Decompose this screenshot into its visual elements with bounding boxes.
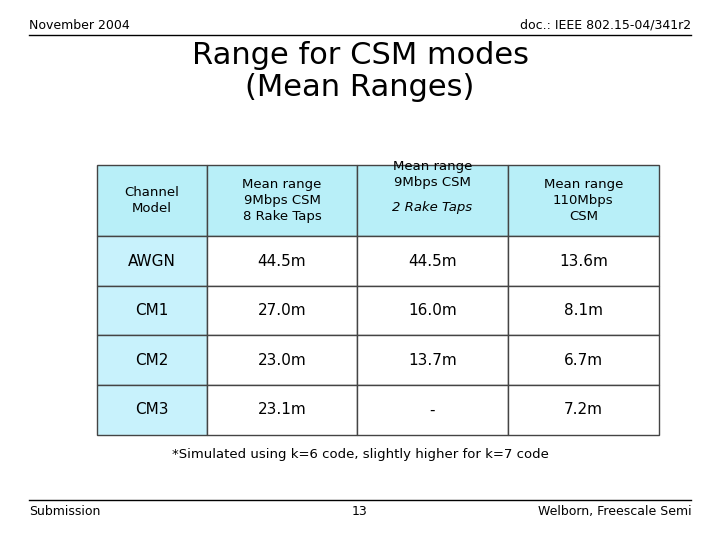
Text: 23.0m: 23.0m xyxy=(258,353,306,368)
Text: CM1: CM1 xyxy=(135,303,168,318)
Text: Mean range
9Mbps CSM
8 Rake Taps: Mean range 9Mbps CSM 8 Rake Taps xyxy=(242,178,322,223)
Text: 6.7m: 6.7m xyxy=(564,353,603,368)
Bar xyxy=(207,286,357,335)
Text: 16.0m: 16.0m xyxy=(408,303,457,318)
Text: 23.1m: 23.1m xyxy=(258,402,306,417)
Text: doc.: IEEE 802.15-04/341r2: doc.: IEEE 802.15-04/341r2 xyxy=(520,19,691,32)
Text: 2 Rake Taps: 2 Rake Taps xyxy=(392,201,472,214)
Bar xyxy=(207,385,357,435)
Text: 44.5m: 44.5m xyxy=(408,254,456,268)
Bar xyxy=(357,237,508,286)
Bar xyxy=(508,165,659,237)
Text: 8.1m: 8.1m xyxy=(564,303,603,318)
Bar xyxy=(508,335,659,385)
Bar xyxy=(357,286,508,335)
Text: Welborn, Freescale Semi: Welborn, Freescale Semi xyxy=(538,505,691,518)
Text: 13: 13 xyxy=(352,505,368,518)
Text: Mean range
110Mbps
CSM: Mean range 110Mbps CSM xyxy=(544,178,623,223)
Bar xyxy=(357,385,508,435)
Bar xyxy=(508,286,659,335)
Bar xyxy=(97,335,207,385)
Text: CM2: CM2 xyxy=(135,353,168,368)
Text: Submission: Submission xyxy=(29,505,100,518)
Bar xyxy=(97,286,207,335)
Text: CM3: CM3 xyxy=(135,402,168,417)
Text: -: - xyxy=(430,402,435,417)
Bar xyxy=(207,335,357,385)
Text: 27.0m: 27.0m xyxy=(258,303,306,318)
Bar xyxy=(357,165,508,237)
Text: 7.2m: 7.2m xyxy=(564,402,603,417)
Bar xyxy=(97,237,207,286)
Bar xyxy=(207,237,357,286)
Bar xyxy=(97,165,207,237)
Text: AWGN: AWGN xyxy=(128,254,176,268)
Text: Mean range
9Mbps CSM: Mean range 9Mbps CSM xyxy=(393,159,472,188)
Bar xyxy=(97,385,207,435)
Bar xyxy=(508,385,659,435)
Text: *Simulated using k=6 code, slightly higher for k=7 code: *Simulated using k=6 code, slightly high… xyxy=(171,448,549,461)
Text: Range for CSM modes
(Mean Ranges): Range for CSM modes (Mean Ranges) xyxy=(192,40,528,102)
Text: 13.7m: 13.7m xyxy=(408,353,457,368)
Text: 13.6m: 13.6m xyxy=(559,254,608,268)
Text: Channel
Model: Channel Model xyxy=(125,186,179,215)
Text: 44.5m: 44.5m xyxy=(258,254,306,268)
Bar xyxy=(207,165,357,237)
Text: November 2004: November 2004 xyxy=(29,19,130,32)
Bar xyxy=(508,237,659,286)
Bar xyxy=(357,335,508,385)
